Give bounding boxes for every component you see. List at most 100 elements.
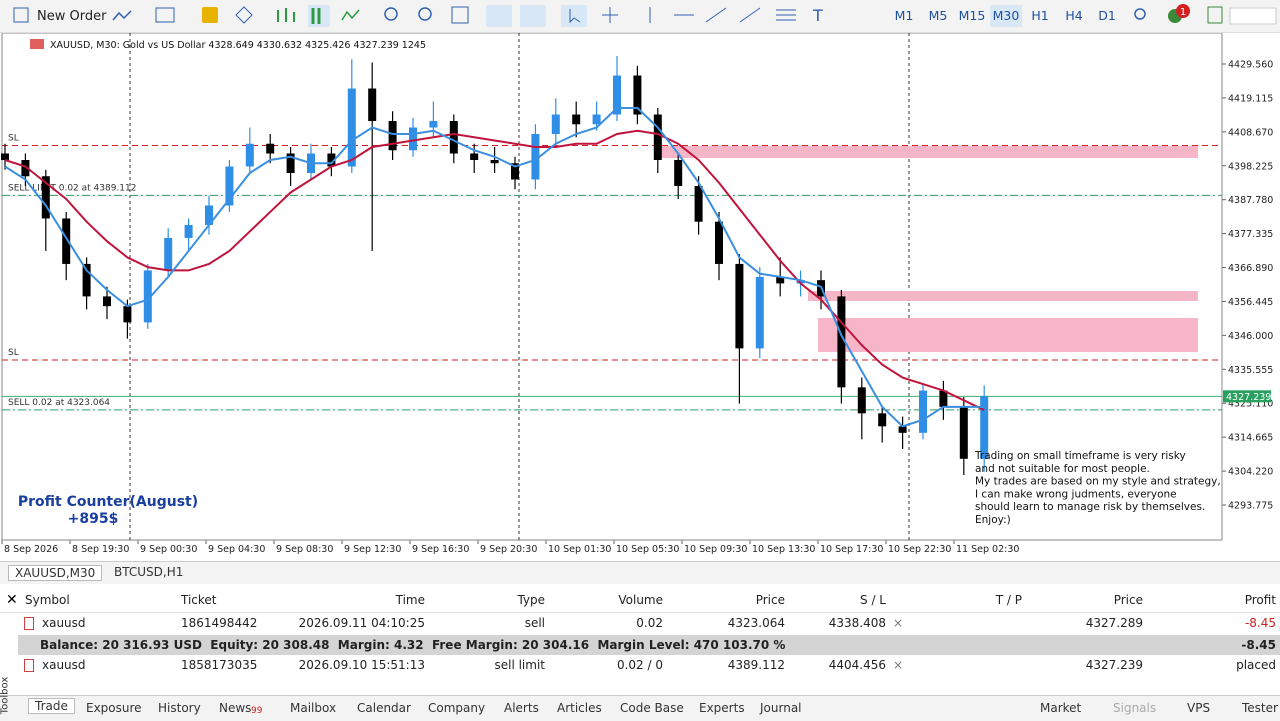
chart: XAUUSD, M30: Gold vs US Dollar 4328.649 … bbox=[1, 33, 1273, 555]
bottom-tab[interactable]: Company bbox=[428, 701, 486, 715]
timeframe[interactable]: M1 bbox=[895, 8, 914, 23]
bottom-tab[interactable]: News bbox=[219, 701, 252, 715]
y-tick-label: 4356.445 bbox=[1228, 297, 1273, 308]
cursor-icon[interactable] bbox=[569, 9, 581, 24]
x-tick-label: 10 Sep 22:30 bbox=[888, 544, 951, 555]
candle-body bbox=[143, 270, 152, 323]
candle-body bbox=[82, 263, 91, 297]
candle-body bbox=[21, 159, 30, 177]
candles-icon[interactable] bbox=[311, 8, 321, 24]
bottom-tab[interactable]: History bbox=[158, 701, 201, 715]
templates-icon[interactable] bbox=[155, 7, 175, 23]
moving-average bbox=[4, 129, 985, 411]
remove-sl[interactable]: × bbox=[893, 658, 904, 672]
column-header: Time bbox=[395, 593, 425, 607]
timeframe[interactable]: M5 bbox=[929, 8, 948, 23]
cell-ticket: 1858173035 bbox=[181, 658, 258, 672]
status-item[interactable]: VPS bbox=[1187, 701, 1211, 715]
signals-icon[interactable] bbox=[235, 6, 253, 24]
candle-body bbox=[776, 276, 785, 284]
bottom-tab[interactable]: Journal bbox=[760, 701, 802, 715]
bottom-tab[interactable]: Mailbox bbox=[290, 701, 337, 715]
candle-body bbox=[511, 163, 519, 180]
search-box[interactable] bbox=[1229, 7, 1277, 25]
notify-count[interactable]: 1 bbox=[1180, 7, 1186, 18]
bottom-tab[interactable]: Trade bbox=[28, 698, 75, 714]
candle-body bbox=[429, 121, 438, 128]
remove-sl[interactable]: × bbox=[893, 616, 904, 630]
search[interactable] bbox=[1134, 8, 1146, 20]
status-item[interactable]: Tester bbox=[1242, 701, 1278, 715]
y-tick-label: 4408.670 bbox=[1228, 127, 1273, 138]
close-x[interactable]: ✕ bbox=[6, 592, 18, 608]
x-tick-label: 10 Sep 05:30 bbox=[616, 544, 679, 555]
candle-body bbox=[694, 185, 703, 222]
zoom-out[interactable] bbox=[418, 7, 432, 21]
status-item[interactable]: Market bbox=[1040, 701, 1082, 715]
cell-sl: 4338.408 bbox=[828, 616, 886, 630]
candle-body bbox=[164, 237, 173, 271]
candle-body bbox=[327, 153, 336, 167]
chart-type-icon[interactable] bbox=[112, 10, 132, 21]
new-order-icon[interactable] bbox=[13, 7, 29, 23]
balance-profit: -8.45 bbox=[1241, 638, 1276, 652]
candle-body bbox=[715, 221, 723, 264]
x-tick-label: 9 Sep 00:30 bbox=[140, 544, 197, 555]
bottom-tab[interactable]: Experts bbox=[699, 701, 745, 715]
trading-icon[interactable] bbox=[202, 7, 218, 23]
timeframe[interactable]: H4 bbox=[1065, 8, 1082, 23]
chart-tab[interactable]: XAUUSD,M30 bbox=[8, 565, 103, 581]
active-tf-bg bbox=[990, 5, 1022, 27]
column-header: Price bbox=[755, 593, 785, 607]
zoom-in[interactable] bbox=[384, 7, 398, 21]
bottom-tab[interactable]: Calendar bbox=[357, 701, 411, 715]
column-header: T / P bbox=[995, 593, 1022, 607]
zone bbox=[808, 291, 1198, 301]
toolbar: New Order T 1 M1 M5 M15 M30 H1 H4 D1 bbox=[0, 0, 1280, 33]
chart-tab[interactable]: BTCUSD,H1 bbox=[114, 565, 184, 579]
candle-body bbox=[980, 396, 989, 459]
x-tick-label: 8 Sep 19:30 bbox=[72, 544, 129, 555]
tile-icon[interactable] bbox=[451, 6, 469, 24]
bottom-tab[interactable]: Articles bbox=[557, 701, 602, 715]
candle-body bbox=[266, 143, 275, 154]
cursor-bg[interactable] bbox=[561, 5, 587, 27]
candle-body bbox=[898, 426, 907, 433]
candle-body bbox=[939, 390, 948, 407]
phone-icon[interactable] bbox=[1207, 6, 1223, 24]
column-header: Volume bbox=[618, 593, 663, 607]
candle-body bbox=[41, 176, 50, 219]
zone bbox=[655, 146, 1198, 158]
bottom-tab[interactable]: Alerts bbox=[504, 701, 539, 715]
y-tick-label: 4398.225 bbox=[1228, 161, 1273, 172]
candle-body bbox=[551, 114, 560, 135]
cell-time: 2026.09.11 04:10:25 bbox=[298, 616, 425, 630]
status-item[interactable]: Signals bbox=[1113, 701, 1157, 715]
x-tick-label: 9 Sep 20:30 bbox=[480, 544, 537, 555]
bottom-tab[interactable]: Code Base bbox=[620, 701, 684, 715]
column-header: Profit bbox=[1244, 593, 1276, 607]
bars-icon[interactable] bbox=[277, 8, 295, 22]
shift-bg[interactable] bbox=[520, 5, 546, 27]
new-order[interactable]: New Order bbox=[37, 9, 107, 24]
text-tool[interactable]: T bbox=[812, 6, 823, 25]
candle-body bbox=[531, 134, 540, 180]
draw-tools[interactable] bbox=[649, 7, 796, 23]
crosshair[interactable] bbox=[602, 7, 618, 23]
candle-body bbox=[368, 88, 377, 122]
current-price-label: 4327.239 bbox=[1226, 392, 1271, 403]
y-tick-label: 4377.335 bbox=[1228, 229, 1273, 240]
timeframe[interactable]: M30 bbox=[993, 8, 1020, 23]
chart-tabs: XAUUSD,M30 BTCUSD,H1 bbox=[0, 561, 1280, 584]
notify-badge[interactable] bbox=[1176, 4, 1190, 18]
column-header: Price bbox=[1113, 593, 1143, 607]
column-header: S / L bbox=[860, 593, 886, 607]
timeframe[interactable]: D1 bbox=[1098, 8, 1116, 23]
timeframe[interactable]: H1 bbox=[1031, 8, 1048, 23]
candle-body bbox=[123, 306, 132, 323]
timeframe[interactable]: M15 bbox=[959, 8, 986, 23]
line-icon[interactable] bbox=[341, 9, 360, 21]
scroll-bg[interactable] bbox=[486, 5, 512, 27]
bottom-tab[interactable]: Exposure bbox=[86, 701, 142, 715]
